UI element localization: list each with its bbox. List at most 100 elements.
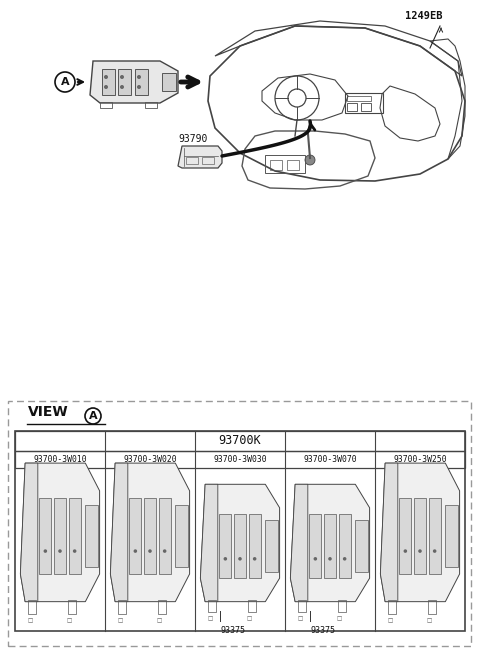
Bar <box>347 103 357 111</box>
Bar <box>144 498 156 574</box>
Bar <box>399 498 411 574</box>
Text: □: □ <box>27 619 33 623</box>
Circle shape <box>148 549 152 553</box>
Text: □: □ <box>247 616 252 621</box>
Polygon shape <box>201 484 218 602</box>
Text: VIEW: VIEW <box>28 405 69 419</box>
Bar <box>339 514 350 578</box>
Bar <box>135 69 148 95</box>
Bar <box>298 600 306 612</box>
Bar <box>15 431 465 451</box>
Text: 93700-3W020: 93700-3W020 <box>123 455 177 464</box>
Text: 93375: 93375 <box>310 626 335 635</box>
Bar <box>265 520 278 572</box>
Bar <box>429 498 441 574</box>
Text: 93700-3W010: 93700-3W010 <box>33 455 87 464</box>
Text: □: □ <box>67 619 72 623</box>
Text: 93790: 93790 <box>178 134 207 144</box>
Text: □: □ <box>427 619 432 623</box>
Polygon shape <box>20 463 100 602</box>
Bar <box>388 600 396 614</box>
Circle shape <box>343 557 347 561</box>
Circle shape <box>137 85 141 89</box>
Polygon shape <box>380 463 459 602</box>
Circle shape <box>44 549 47 553</box>
Bar <box>428 600 436 614</box>
Polygon shape <box>201 484 279 602</box>
Bar <box>248 600 256 612</box>
Circle shape <box>58 549 62 553</box>
Polygon shape <box>290 484 308 602</box>
Bar <box>85 504 98 567</box>
Bar <box>287 160 299 170</box>
Bar <box>162 73 176 91</box>
Bar <box>69 498 81 574</box>
Bar <box>130 498 141 574</box>
Text: □: □ <box>337 616 342 621</box>
Circle shape <box>418 549 422 553</box>
Circle shape <box>104 75 108 79</box>
Circle shape <box>137 75 141 79</box>
Bar <box>28 600 36 614</box>
Text: 93375: 93375 <box>220 626 245 635</box>
Bar <box>445 504 458 567</box>
Circle shape <box>404 549 407 553</box>
Bar <box>186 157 198 164</box>
Circle shape <box>253 557 256 561</box>
Bar <box>54 498 66 574</box>
Bar <box>39 498 51 574</box>
Bar <box>414 498 426 574</box>
Text: □: □ <box>117 619 122 623</box>
Text: A: A <box>60 77 69 87</box>
Bar <box>119 600 126 614</box>
Circle shape <box>313 557 317 561</box>
Polygon shape <box>20 463 38 602</box>
Bar <box>355 520 368 572</box>
Bar <box>219 514 231 578</box>
Bar <box>324 514 336 578</box>
Bar <box>208 600 216 612</box>
Polygon shape <box>90 61 178 103</box>
Circle shape <box>433 549 436 553</box>
Bar <box>175 504 188 567</box>
Bar <box>249 514 261 578</box>
Circle shape <box>133 549 137 553</box>
Circle shape <box>328 557 332 561</box>
Bar <box>310 514 321 578</box>
Bar <box>265 155 305 173</box>
Circle shape <box>104 85 108 89</box>
Bar <box>338 600 346 612</box>
Bar <box>145 102 157 108</box>
Circle shape <box>224 557 227 561</box>
Circle shape <box>120 85 124 89</box>
Bar <box>68 600 76 614</box>
Circle shape <box>238 557 242 561</box>
Bar <box>234 514 246 578</box>
Bar <box>102 69 115 95</box>
Polygon shape <box>290 484 370 602</box>
Bar <box>361 103 371 111</box>
Bar <box>15 451 465 468</box>
Bar <box>158 600 166 614</box>
Circle shape <box>163 549 167 553</box>
Text: □: □ <box>297 616 302 621</box>
Polygon shape <box>110 463 190 602</box>
Text: 93700K: 93700K <box>218 434 262 447</box>
Text: 93700-3W070: 93700-3W070 <box>303 455 357 464</box>
Bar <box>118 69 131 95</box>
Text: □: □ <box>157 619 162 623</box>
Text: □: □ <box>387 619 393 623</box>
Bar <box>159 498 170 574</box>
Text: 1249EB: 1249EB <box>405 11 443 21</box>
Polygon shape <box>380 463 398 602</box>
Polygon shape <box>110 463 128 602</box>
Bar <box>202 157 214 164</box>
Bar <box>345 93 383 113</box>
Circle shape <box>120 75 124 79</box>
Bar <box>8 401 471 646</box>
Circle shape <box>305 155 315 165</box>
Bar <box>270 160 282 170</box>
Bar <box>347 96 371 101</box>
Circle shape <box>73 549 76 553</box>
Text: □: □ <box>207 616 213 621</box>
